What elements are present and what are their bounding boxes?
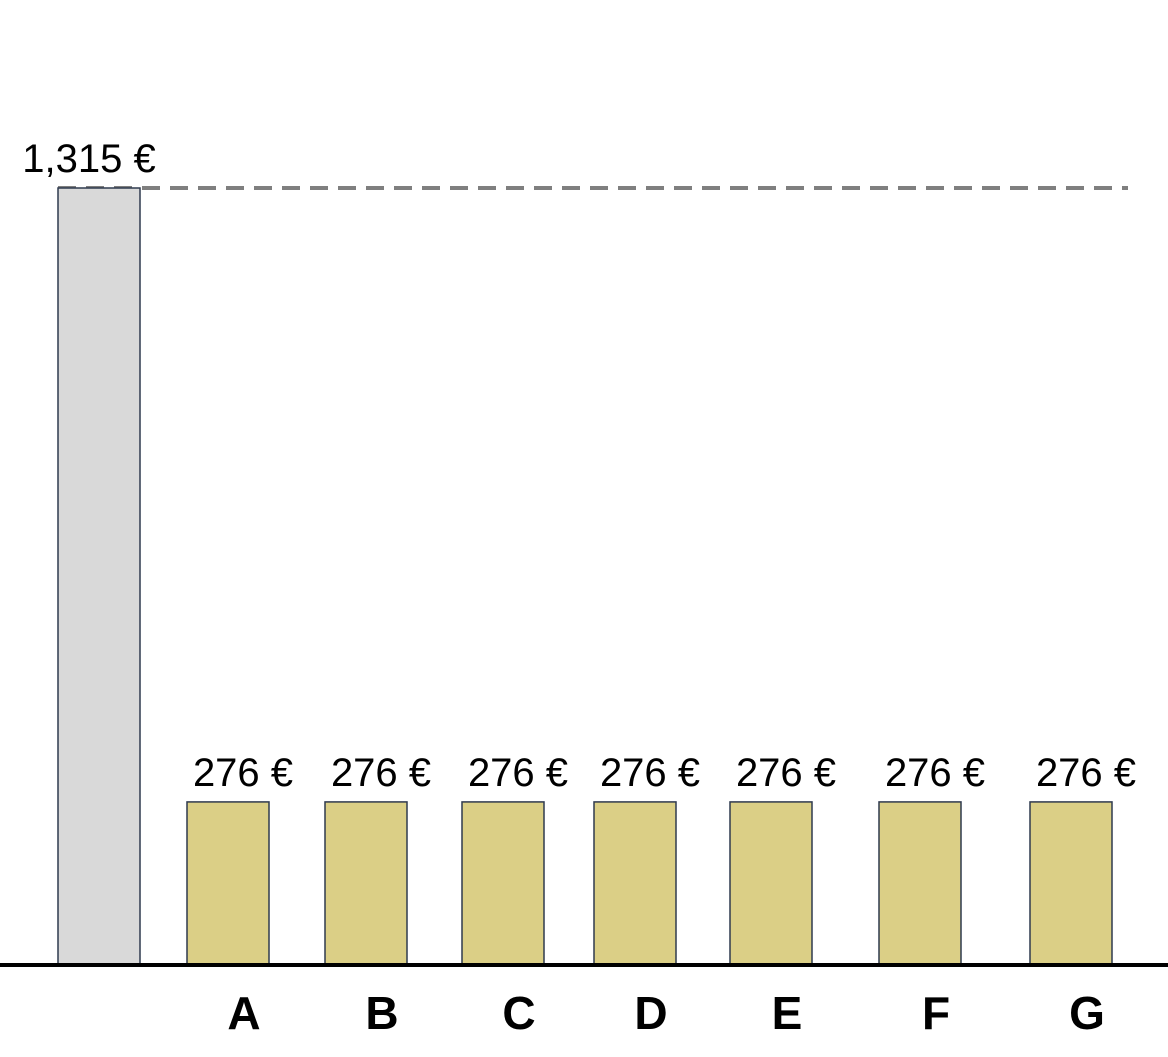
category-label-D: D [634, 987, 667, 1039]
value-label-A: 276 € [193, 751, 293, 795]
bar-F [878, 801, 962, 966]
category-labels-group: A B C D E F G [227, 987, 1105, 1039]
value-label-D: 276 € [600, 751, 700, 795]
value-label-E: 276 € [736, 751, 836, 795]
bar-E [729, 801, 813, 966]
value-labels-group: 1,315 € 276 € 276 € 276 € 276 € 276 € 276 € 276… [22, 137, 1136, 795]
value-label-C: 276 € [468, 751, 568, 795]
category-label-F: F [922, 987, 950, 1039]
bar-B [324, 801, 408, 966]
bar-G [1029, 801, 1113, 966]
value-label-total: 1,315 € [22, 137, 155, 181]
bar-D [593, 801, 677, 966]
bar-total [57, 187, 141, 966]
bars-group [57, 187, 1113, 966]
bar-A [186, 801, 270, 966]
category-label-G: G [1069, 987, 1105, 1039]
category-label-B: B [365, 987, 398, 1039]
value-label-B: 276 € [331, 751, 431, 795]
value-label-F: 276 € [885, 751, 985, 795]
category-label-E: E [772, 987, 803, 1039]
bar-C [461, 801, 545, 966]
category-label-C: C [502, 987, 535, 1039]
value-label-G: 276 € [1036, 751, 1136, 795]
category-label-A: A [227, 987, 260, 1039]
